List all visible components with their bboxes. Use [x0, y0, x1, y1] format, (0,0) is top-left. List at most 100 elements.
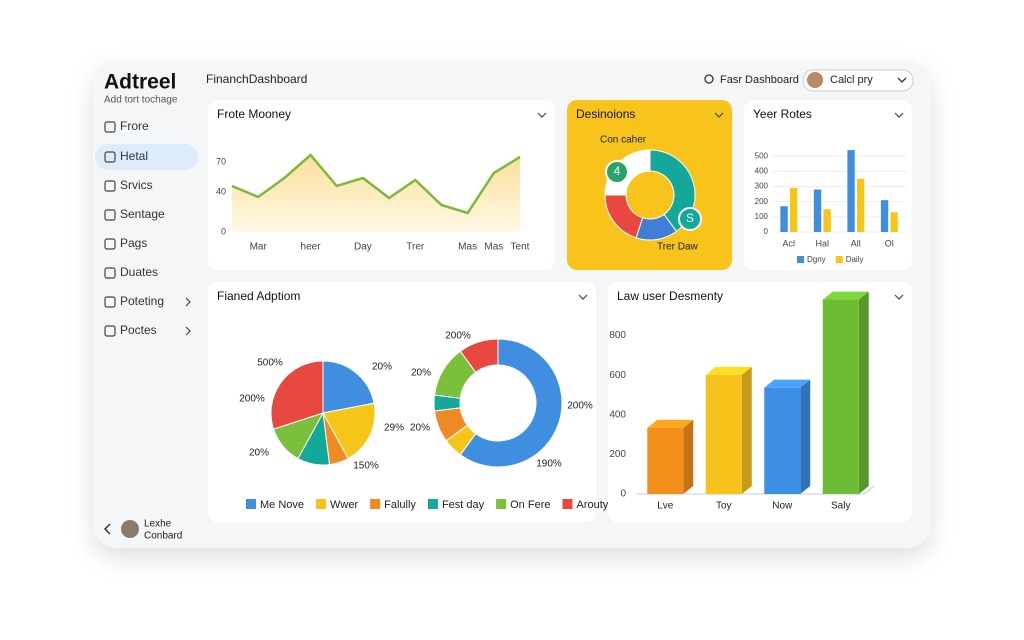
y-tick-label: 600	[609, 370, 626, 381]
legend-label: Wwer	[330, 499, 358, 511]
data-label: 500%	[257, 358, 283, 369]
legend-label: Me Nove	[260, 499, 304, 511]
bar	[764, 387, 801, 494]
y-tick-label: 200	[609, 449, 626, 460]
data-label: 190%	[536, 459, 562, 470]
x-tick-label: Mas	[484, 242, 503, 253]
nav-item[interactable]: Frore	[120, 119, 149, 133]
bar	[847, 150, 855, 232]
badge-label: S	[686, 211, 694, 225]
nav-icon	[104, 121, 116, 133]
panel-title: Yeer Rotes	[753, 107, 812, 121]
panel	[567, 100, 732, 270]
y-tick-label: 40	[216, 186, 226, 196]
bar-side	[858, 291, 869, 494]
legend-swatch	[370, 499, 381, 509]
panel-title: Desinoions	[576, 107, 635, 121]
bar-side	[741, 366, 752, 494]
legend-swatch	[835, 256, 843, 263]
panel-menu[interactable]	[714, 112, 724, 118]
search-icon[interactable]	[704, 74, 714, 84]
nav-item[interactable]: Poctes	[120, 323, 157, 337]
nav-item[interactable]: Hetal	[120, 149, 148, 163]
data-label: 200%	[239, 394, 265, 405]
nav-icon	[104, 267, 116, 279]
panel-title: Fianed Adptiom	[217, 289, 300, 303]
y-tick-label: 0	[221, 226, 226, 236]
nav-icon	[104, 151, 116, 163]
subtitle: Con caher	[600, 135, 647, 146]
x-tick-label: Day	[354, 242, 372, 253]
legend-label: Daily	[846, 255, 864, 264]
nav-item[interactable]: Poteting	[120, 294, 164, 308]
y-tick-label: 70	[216, 156, 226, 166]
bar	[823, 209, 831, 232]
panel-menu[interactable]	[894, 112, 904, 118]
y-tick-label: 400	[755, 166, 769, 175]
x-tick-label: Acl	[782, 238, 795, 248]
x-tick-label: Now	[772, 501, 793, 512]
x-tick-label: Tent	[511, 242, 530, 253]
legend-label: Fest day	[442, 499, 485, 511]
panel-menu[interactable]	[894, 294, 904, 300]
logo: Adtreel	[104, 71, 176, 94]
dropdown-arrow	[897, 77, 907, 83]
bar	[780, 206, 788, 232]
legend-label: On Fere	[510, 499, 550, 511]
nav-chevron	[185, 326, 191, 336]
bar	[647, 427, 684, 494]
panel-title: Law user Desmenty	[617, 289, 723, 303]
legend-swatch	[562, 499, 573, 509]
slice	[459, 338, 563, 468]
data-label: 200%	[567, 401, 593, 412]
data-label: 200%	[445, 331, 471, 342]
data-label: 20%	[411, 368, 431, 379]
badge	[678, 207, 702, 231]
legend-label: Dgny	[807, 255, 826, 264]
user-role: Conbard	[144, 531, 182, 542]
nav-icon	[104, 325, 116, 337]
slice	[322, 402, 376, 460]
y-tick-label: 200	[755, 197, 769, 206]
bar	[856, 178, 865, 232]
page-title: FinanchDashboard	[206, 72, 307, 86]
y-tick-label: 0	[764, 227, 769, 236]
annotation: Trer Daw	[657, 242, 699, 253]
header-avatar	[807, 72, 823, 88]
tagline: Add tort tochage	[104, 95, 178, 106]
bar	[789, 188, 798, 232]
bar	[705, 374, 742, 494]
user-menu[interactable]	[802, 69, 914, 92]
legend-swatch	[427, 499, 438, 509]
legend-swatch	[246, 499, 256, 509]
nav-chevron	[185, 297, 191, 307]
panel-menu[interactable]	[578, 294, 588, 300]
search[interactable]: Fasr Dashboard	[720, 74, 799, 86]
x-tick-label: Lve	[657, 501, 674, 512]
nav-item[interactable]: Pags	[120, 236, 147, 250]
slice	[270, 360, 324, 430]
y-tick-label: 500	[755, 151, 769, 160]
panel-menu[interactable]	[537, 112, 547, 118]
panel-title: Frote Mooney	[217, 107, 291, 121]
y-tick-label: 800	[609, 330, 626, 341]
badge-label: 4	[614, 164, 621, 178]
user-name: Lexhe	[144, 519, 172, 530]
nav-active	[95, 144, 198, 170]
bar-top	[705, 366, 752, 375]
nav-item[interactable]: Duates	[120, 265, 158, 279]
legend-label: Arouty	[576, 499, 608, 511]
nav-item[interactable]: Srvics	[120, 178, 153, 192]
collapse[interactable]	[103, 523, 111, 535]
data-label: 29%	[384, 423, 404, 434]
legend-label: Falully	[384, 499, 416, 511]
x-tick-label: Mas	[458, 242, 477, 253]
nav-item[interactable]: Sentage	[120, 207, 165, 221]
x-tick-label: Hal	[815, 238, 829, 248]
legend-swatch	[496, 499, 507, 509]
y-tick-label: 300	[755, 182, 769, 191]
bar-top	[822, 291, 869, 300]
bar	[822, 299, 859, 494]
data-label: 150%	[353, 461, 379, 472]
data-label: 20%	[372, 362, 392, 373]
